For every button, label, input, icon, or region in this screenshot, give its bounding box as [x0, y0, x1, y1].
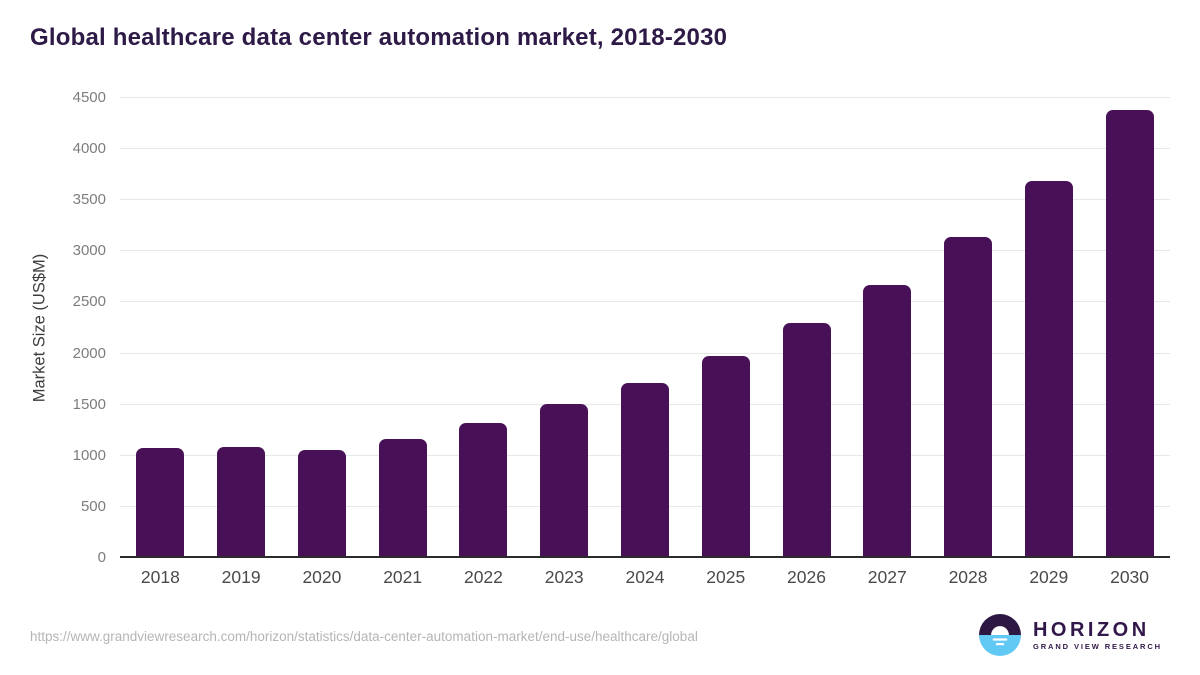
- horizon-logo-text: HORIZON GRAND VIEW RESEARCH: [1033, 620, 1162, 651]
- y-tick-label-3500: 3500: [72, 191, 106, 209]
- bar-column-2025: [685, 98, 766, 558]
- x-tick-label-2029: 2029: [1029, 567, 1069, 587]
- gridline-2000: [120, 352, 1170, 354]
- x-tick-label-2023: 2023: [544, 567, 584, 587]
- bar-2022: [459, 423, 508, 558]
- bar-column-2020: [282, 98, 363, 558]
- bar-2027: [863, 284, 912, 558]
- bar-2020: [297, 450, 346, 558]
- x-tick-label-2020: 2020: [302, 567, 342, 587]
- bar-column-2029: [1008, 98, 1089, 558]
- y-tick-label-1000: 1000: [72, 446, 106, 464]
- bar-column-2021: [362, 98, 443, 558]
- x-tick-label-2030: 2030: [1110, 567, 1150, 587]
- bar-2019: [217, 447, 266, 558]
- horizon-logo: HORIZON GRAND VIEW RESEARCH: [978, 614, 1162, 656]
- y-tick-label-4000: 4000: [72, 140, 106, 158]
- x-tick-label-2026: 2026: [787, 567, 826, 587]
- x-tick-label-2025: 2025: [706, 567, 746, 587]
- bar-column-2027: [847, 98, 928, 558]
- logo-subtitle: GRAND VIEW RESEARCH: [1032, 641, 1162, 651]
- bar-2024: [620, 382, 669, 558]
- x-tick-label-2021: 2021: [383, 567, 423, 587]
- x-tick-label-2022: 2022: [463, 567, 503, 587]
- x-tick-label-2028: 2028: [948, 567, 988, 587]
- bar-2023: [540, 404, 589, 558]
- x-axis-line: [120, 556, 1170, 558]
- x-tick-label-2019: 2019: [221, 567, 261, 587]
- y-tick-label-4500: 4500: [72, 89, 106, 106]
- bar-2025: [701, 355, 750, 558]
- gridline-3000: [120, 250, 1170, 252]
- bar-2028: [944, 237, 993, 558]
- bar-2030: [1105, 110, 1154, 558]
- bar-column-2024: [605, 98, 686, 558]
- bar-column-2028: [928, 98, 1009, 558]
- chart-title: Global healthcare data center automation…: [30, 24, 728, 51]
- bars-row: [120, 98, 1170, 558]
- y-tick-label-0: 0: [97, 549, 106, 566]
- bar-column-2022: [443, 98, 524, 558]
- x-tick-label-2027: 2027: [867, 567, 907, 587]
- y-tick-label-1500: 1500: [72, 395, 106, 413]
- bar-column-2023: [524, 98, 605, 558]
- x-tick-label-2024: 2024: [625, 567, 665, 587]
- bar-column-2019: [201, 98, 282, 558]
- gridline-3500: [120, 199, 1170, 201]
- plot-area: 0 500 1000 1500 2000 2500 3000 3500 4000 4500: [73, 89, 1170, 566]
- bar-column-2018: [120, 98, 201, 558]
- gridline-4500: [120, 97, 1170, 98]
- y-tick-label-2500: 2500: [72, 293, 106, 311]
- bar-2026: [782, 323, 831, 558]
- y-axis-title: Market Size (US$M): [30, 253, 49, 403]
- y-tick-label-500: 500: [80, 497, 106, 515]
- bar-column-2030: [1089, 98, 1170, 558]
- x-tick-label-2018: 2018: [140, 567, 180, 587]
- y-tick-label-2000: 2000: [72, 344, 106, 362]
- y-tick-label-3000: 3000: [72, 242, 106, 260]
- horizon-logo-icon: [978, 614, 1021, 656]
- gridline-4000: [120, 148, 1170, 150]
- bar-2021: [378, 438, 427, 558]
- bar-2018: [136, 447, 185, 558]
- logo-name: HORIZON: [1032, 618, 1150, 641]
- gridline-2500: [120, 301, 1170, 303]
- bar-column-2026: [766, 98, 847, 558]
- source-url: https://www.grandviewresearch.com/horizo…: [30, 629, 698, 644]
- bar-2029: [1024, 181, 1073, 558]
- x-axis-labels: 2018 2019 2020 2021 2022 2023 2024 2025 2026 2027…: [120, 567, 1170, 588]
